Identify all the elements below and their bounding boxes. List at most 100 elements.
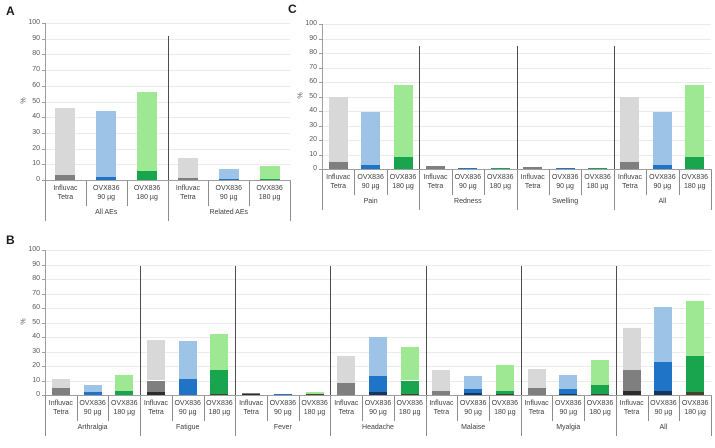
vaccine-label-line2: 180 µg — [586, 183, 609, 191]
bar-segment-green-mid — [210, 370, 229, 394]
vaccine-label-line2: 90 µg — [361, 183, 380, 191]
bar-segment-green-mid — [137, 170, 158, 180]
vaccine-cell-separator — [77, 396, 78, 421]
vaccine-label-line2: Tetra — [622, 183, 638, 191]
y-tick-mark — [42, 250, 45, 251]
y-tick-label: 50 — [32, 318, 40, 326]
bar-segment-gray-mid — [620, 161, 640, 169]
bar-segment-blue-mid — [464, 389, 483, 393]
group-boundary-line — [521, 396, 522, 436]
vaccine-label-line2: Tetra — [330, 183, 346, 191]
y-tick-mark — [42, 38, 45, 40]
group-boundary-line — [330, 396, 331, 436]
y-tick-label: 40 — [309, 107, 317, 114]
y-tick-label: 80 — [309, 49, 317, 56]
vaccine-label-line1: OVX836 — [93, 185, 120, 192]
y-tick-mark — [42, 148, 45, 150]
y-tick-mark — [42, 54, 45, 56]
y-tick-mark — [42, 322, 45, 324]
y-tick-mark — [42, 351, 45, 353]
vaccine-label: OVX836 90 µg — [86, 184, 127, 202]
bar-segment-gray-light — [328, 96, 348, 162]
y-tick-mark — [42, 293, 45, 295]
vaccine-label: Influvac Tetra — [616, 399, 648, 417]
y-tick-label: 10 — [32, 376, 40, 384]
group-category-label: Redness — [454, 198, 482, 205]
y-tick-mark — [42, 117, 45, 119]
vaccine-label-line2: 180 µg — [258, 194, 281, 202]
vaccine-cell-separator — [679, 170, 680, 195]
group-category-label: Malaise — [461, 424, 486, 431]
vaccine-label-line1: OVX836 — [491, 400, 519, 407]
vaccine-label: OVX836 90 µg — [172, 399, 204, 417]
y-tick-label: 70 — [309, 63, 317, 71]
vaccine-label-line2: 180 µg — [303, 409, 326, 417]
y-tick-mark — [319, 125, 322, 127]
vaccine-label-line1: Influvac — [520, 174, 545, 181]
vaccine-label-line2: 90 µg — [83, 409, 102, 417]
group-boundary-line — [426, 396, 427, 436]
vaccine-label: OVX836 180 µg — [127, 184, 168, 202]
bar-segment-gray-mid — [242, 392, 261, 394]
bar-segment-green-mid — [495, 390, 514, 394]
group-divider-line — [521, 265, 522, 395]
y-tick-label: 70 — [32, 66, 40, 74]
vaccine-cell-separator — [362, 396, 363, 421]
group-divider-line — [330, 265, 331, 395]
vaccine-label-line2: Tetra — [528, 409, 545, 417]
group-boundary-line — [45, 181, 46, 221]
y-tick-mark — [319, 169, 322, 170]
bar-segment-blue-mid — [458, 168, 478, 170]
vaccine-label-line1: OVX836 — [459, 400, 487, 407]
vaccine-label: OVX836 90 µg — [452, 173, 484, 191]
y-tick-mark — [42, 279, 45, 280]
bar-segment-gray-mid — [177, 178, 198, 180]
vaccine-label-line1: Influvac — [524, 400, 549, 407]
group-boundary-line — [322, 170, 323, 210]
vaccine-label-line2: 90 µg — [556, 183, 574, 191]
bar-segment-green-light — [591, 360, 609, 385]
gridline — [322, 140, 711, 141]
vaccine-label: Influvac Tetra — [140, 399, 172, 417]
vaccine-label-line1: Influvac — [239, 400, 264, 407]
bar-segment-blue-mid — [652, 164, 672, 169]
y-tick-mark — [319, 96, 322, 98]
vaccine-label: OVX836 90 µg — [648, 399, 680, 417]
vaccine-label-line1: Influvac — [617, 174, 643, 181]
vaccine-label: Influvac Tetra — [235, 399, 267, 417]
gridline — [45, 117, 290, 119]
bar-segment-blue-mid — [555, 168, 575, 170]
bar-segment-blue-dark — [369, 392, 387, 395]
vaccine-label-line2: Tetra — [338, 409, 355, 417]
group-boundary-line — [140, 396, 141, 436]
gridline — [45, 250, 711, 251]
vaccine-label: OVX836 90 µg — [77, 399, 109, 417]
bar-segment-gray-mid — [337, 383, 356, 395]
y-tick-label: 20 — [32, 362, 40, 369]
gridline — [45, 148, 290, 150]
vaccine-label: Influvac Tetra — [330, 399, 362, 417]
vaccine-label: OVX836 90 µg — [457, 399, 489, 417]
bar-segment-green-light — [393, 84, 413, 158]
group-divider-line — [235, 265, 236, 395]
vaccine-label-line1: Influvac — [143, 400, 169, 407]
vaccine-label-line1: OVX836 — [551, 174, 579, 181]
y-tick-mark — [319, 154, 322, 156]
vaccine-label-line2: 90 µg — [219, 194, 238, 202]
group-category-label: Fatigue — [176, 424, 200, 431]
bar-segment-green-dark — [305, 394, 324, 396]
y-tick-mark — [42, 308, 45, 309]
bar-segment-blue-mid — [361, 164, 381, 169]
gridline — [322, 125, 711, 127]
y-tick-mark — [42, 85, 45, 87]
bar-segment-green-mid — [685, 157, 705, 169]
y-tick-label: 20 — [309, 136, 317, 143]
vaccine-label: Influvac Tetra — [168, 184, 209, 202]
vaccine-label-line1: OVX836 — [586, 400, 614, 407]
vaccine-label-line1: OVX836 — [174, 400, 201, 407]
y-tick-label: 100 — [305, 20, 317, 27]
group-category-label: Pain — [363, 198, 378, 205]
panel-letter-c: C — [288, 2, 297, 16]
vaccine-cell-separator — [489, 396, 490, 421]
x-axis-baseline — [45, 395, 712, 396]
